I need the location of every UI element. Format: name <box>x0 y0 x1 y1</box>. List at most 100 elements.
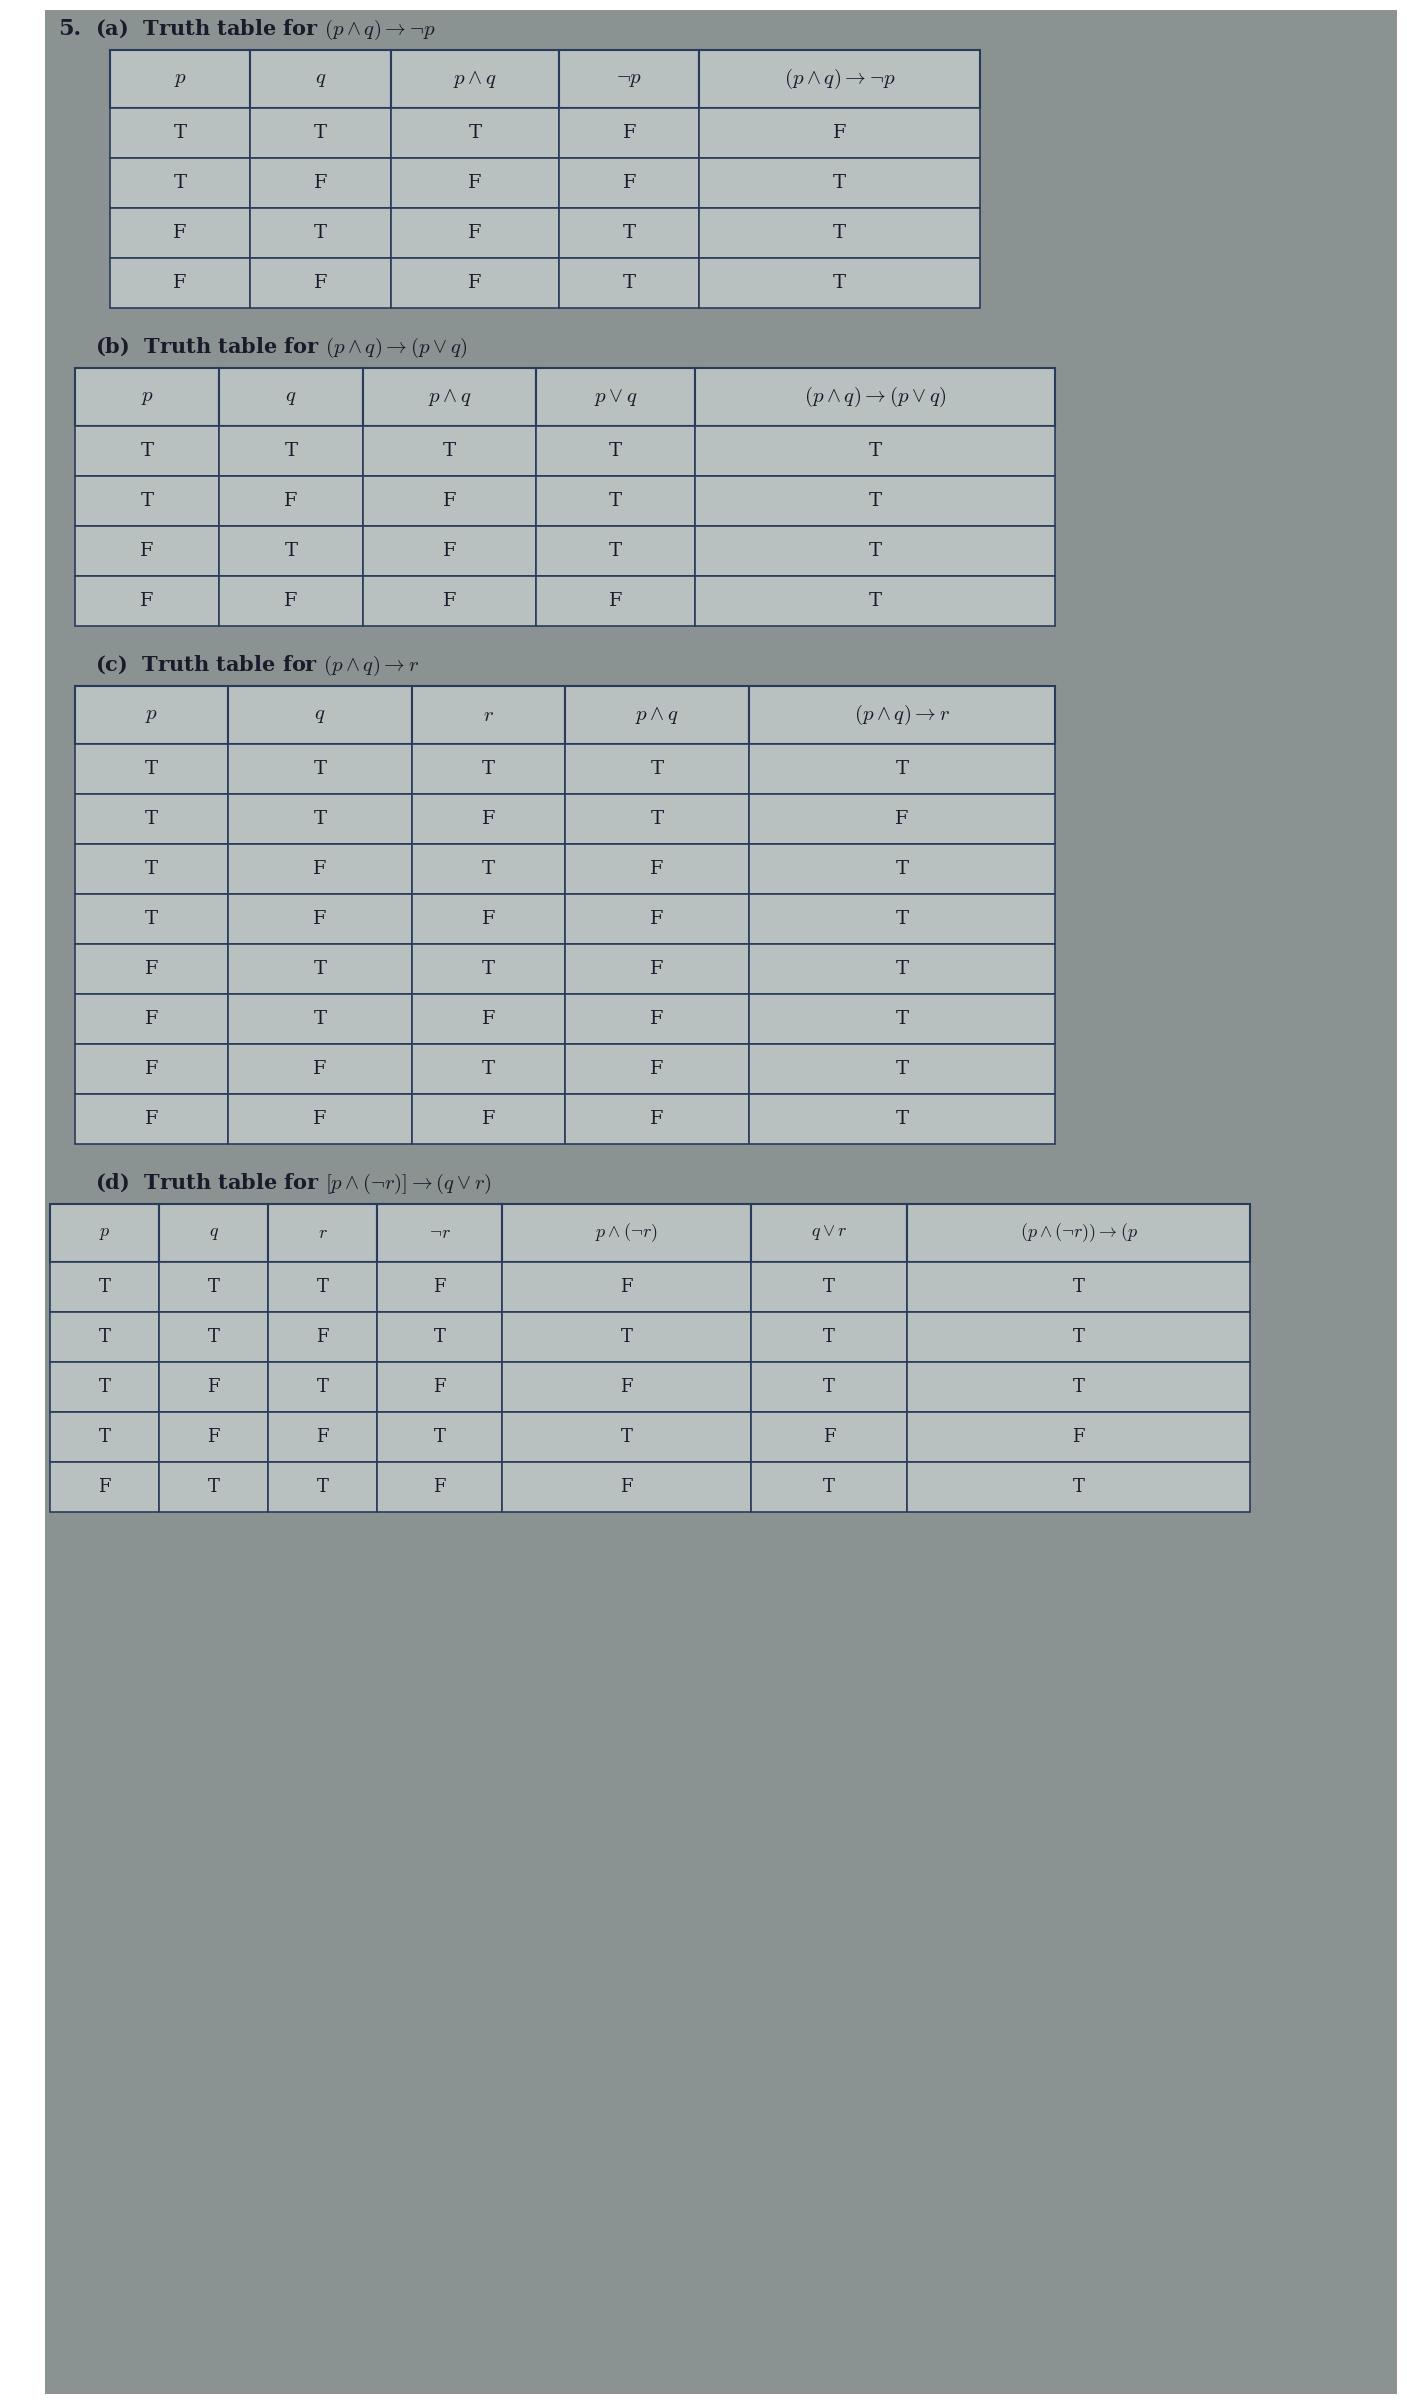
Text: $p \vee q$: $p \vee q$ <box>594 387 637 409</box>
Bar <box>269 1411 377 1462</box>
Bar <box>51 1204 159 1262</box>
Text: F: F <box>481 1010 495 1029</box>
Bar <box>699 108 981 159</box>
Text: $p \wedge q$: $p \wedge q$ <box>635 704 678 726</box>
Bar <box>749 793 1055 844</box>
Bar <box>250 159 391 209</box>
Bar <box>412 894 566 945</box>
Bar <box>228 993 412 1043</box>
Bar <box>228 894 412 945</box>
Text: T: T <box>823 1327 836 1346</box>
Text: T: T <box>314 810 326 827</box>
Text: F: F <box>314 173 328 192</box>
Bar <box>228 945 412 993</box>
Text: T: T <box>895 1060 909 1077</box>
Text: (b)  Truth table for $(p \wedge q) \rightarrow (p \vee q)$: (b) Truth table for $(p \wedge q) \right… <box>96 337 467 361</box>
Text: T: T <box>314 760 326 779</box>
Text: F: F <box>284 493 298 510</box>
Bar <box>391 108 559 159</box>
Bar <box>412 793 566 844</box>
Bar <box>75 945 228 993</box>
Text: F: F <box>650 959 664 978</box>
Text: $p \wedge q$: $p \wedge q$ <box>428 387 471 409</box>
Bar <box>908 1462 1249 1512</box>
Text: $(p \wedge q) \rightarrow (p \vee q)$: $(p \wedge q) \rightarrow (p \vee q)$ <box>803 385 946 409</box>
Bar <box>749 743 1055 793</box>
Text: F: F <box>173 224 187 243</box>
Text: T: T <box>895 911 909 928</box>
Text: T: T <box>868 493 881 510</box>
Text: F: F <box>1072 1428 1085 1445</box>
Text: T: T <box>284 541 298 560</box>
Text: F: F <box>469 224 481 243</box>
Bar <box>75 1094 228 1144</box>
Bar <box>502 1462 751 1512</box>
Bar <box>75 743 228 793</box>
Text: F: F <box>650 1060 664 1077</box>
Text: $r$: $r$ <box>318 1224 328 1243</box>
Text: F: F <box>620 1279 633 1296</box>
Bar <box>391 257 559 308</box>
Bar <box>566 1094 749 1144</box>
Bar <box>502 1363 751 1411</box>
Bar <box>75 1043 228 1094</box>
Bar <box>363 476 536 526</box>
Text: T: T <box>443 442 456 459</box>
Text: T: T <box>433 1428 446 1445</box>
Text: T: T <box>314 959 326 978</box>
Text: $q$: $q$ <box>286 387 297 406</box>
Text: F: F <box>609 591 622 611</box>
Text: $p$: $p$ <box>173 70 187 89</box>
Bar <box>412 993 566 1043</box>
Text: T: T <box>833 224 846 243</box>
Bar <box>908 1313 1249 1363</box>
Bar <box>228 844 412 894</box>
Text: T: T <box>317 1478 329 1495</box>
Bar <box>751 1313 908 1363</box>
Text: $(p \wedge q) \rightarrow r$: $(p \wedge q) \rightarrow r$ <box>854 702 950 726</box>
Bar <box>566 1043 749 1094</box>
Text: T: T <box>823 1377 836 1397</box>
Text: F: F <box>207 1377 219 1397</box>
Text: $q$: $q$ <box>315 70 326 89</box>
Text: T: T <box>98 1377 111 1397</box>
Bar <box>751 1462 908 1512</box>
Text: F: F <box>443 493 456 510</box>
Text: F: F <box>620 1377 633 1397</box>
Text: F: F <box>622 173 636 192</box>
Text: T: T <box>609 541 622 560</box>
Bar <box>749 844 1055 894</box>
Text: F: F <box>173 274 187 291</box>
Bar <box>566 793 749 844</box>
Bar <box>751 1262 908 1313</box>
Bar <box>228 1094 412 1144</box>
Bar <box>75 426 219 476</box>
Bar <box>695 476 1055 526</box>
Text: T: T <box>481 861 495 877</box>
Text: F: F <box>650 861 664 877</box>
Text: (a)  Truth table for $(p \wedge q) \rightarrow \neg p$: (a) Truth table for $(p \wedge q) \right… <box>96 17 436 43</box>
Bar <box>749 685 1055 743</box>
Bar <box>159 1363 269 1411</box>
Bar <box>391 159 559 209</box>
Text: F: F <box>314 861 326 877</box>
Text: $q$: $q$ <box>208 1224 218 1243</box>
Bar <box>699 209 981 257</box>
Bar <box>228 1043 412 1094</box>
Text: T: T <box>481 959 495 978</box>
Text: F: F <box>314 911 326 928</box>
Bar <box>110 257 250 308</box>
Text: T: T <box>208 1327 219 1346</box>
Bar <box>502 1411 751 1462</box>
Bar <box>377 1462 502 1512</box>
Text: $\neg r$: $\neg r$ <box>429 1224 450 1243</box>
Text: T: T <box>609 493 622 510</box>
Bar <box>228 743 412 793</box>
Bar <box>695 368 1055 426</box>
Bar <box>228 685 412 743</box>
Text: T: T <box>895 1010 909 1029</box>
Bar <box>219 526 363 577</box>
Bar <box>269 1313 377 1363</box>
Text: $p$: $p$ <box>141 387 153 406</box>
Bar <box>219 368 363 426</box>
